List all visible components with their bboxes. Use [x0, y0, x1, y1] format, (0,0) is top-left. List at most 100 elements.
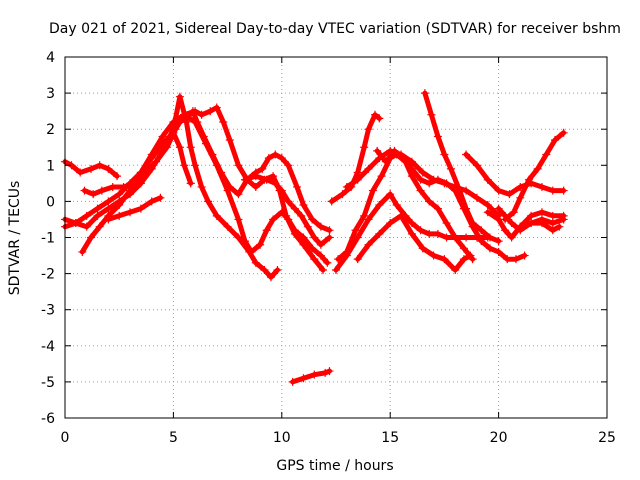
- data-point: [446, 164, 455, 173]
- data-point: [477, 226, 486, 235]
- data-point: [548, 219, 557, 228]
- data-point: [425, 179, 434, 188]
- data-point: [212, 103, 221, 112]
- data-point: [468, 219, 477, 228]
- series-s20: [501, 128, 568, 224]
- data-point: [316, 240, 325, 249]
- x-tick-label: 10: [273, 430, 291, 446]
- data-point: [234, 190, 243, 199]
- data-point: [104, 197, 113, 206]
- data-point: [180, 161, 189, 170]
- data-point: [206, 107, 215, 116]
- data-point: [89, 190, 98, 199]
- data-point: [288, 377, 297, 386]
- series-line: [502, 130, 567, 222]
- data-point: [466, 251, 475, 260]
- data-point: [420, 89, 429, 98]
- series-s6: [104, 193, 165, 224]
- series-s21: [516, 219, 564, 235]
- y-tick-label: -5: [41, 375, 55, 391]
- data-point: [418, 244, 427, 253]
- data-point: [501, 226, 510, 235]
- data-point: [455, 186, 464, 195]
- data-point: [225, 136, 234, 145]
- data-point: [256, 240, 265, 249]
- data-point: [440, 150, 449, 159]
- data-point: [433, 132, 442, 141]
- data-point: [524, 175, 533, 184]
- data-point: [353, 175, 362, 184]
- data-point: [126, 208, 135, 217]
- data-point: [503, 255, 512, 264]
- data-point: [368, 186, 377, 195]
- data-point: [416, 186, 425, 195]
- data-point: [325, 233, 334, 242]
- data-point: [542, 150, 551, 159]
- data-point: [392, 201, 401, 210]
- data-point: [559, 186, 568, 195]
- data-point: [416, 175, 425, 184]
- data-point: [390, 146, 399, 155]
- data-point: [115, 211, 124, 220]
- data-point: [225, 182, 234, 191]
- data-point: [204, 197, 213, 206]
- data-point: [334, 255, 343, 264]
- data-point: [251, 258, 260, 267]
- data-point: [509, 208, 518, 217]
- data-point: [175, 117, 184, 126]
- x-tick-label: 20: [490, 430, 508, 446]
- data-point: [262, 226, 271, 235]
- data-point: [462, 204, 471, 213]
- data-point: [425, 229, 434, 238]
- data-point: [297, 211, 306, 220]
- data-point: [494, 204, 503, 213]
- data-point: [87, 164, 96, 173]
- data-point: [284, 197, 293, 206]
- data-point: [462, 150, 471, 159]
- data-point: [407, 219, 416, 228]
- data-point: [483, 201, 492, 210]
- data-point: [371, 110, 380, 119]
- data-point: [234, 215, 243, 224]
- data-point: [483, 208, 492, 217]
- data-point: [308, 244, 317, 253]
- data-point: [277, 154, 286, 163]
- data-point: [169, 128, 178, 137]
- data-point: [537, 182, 546, 191]
- data-point: [485, 244, 494, 253]
- data-point: [375, 201, 384, 210]
- data-point: [407, 229, 416, 238]
- data-point: [459, 244, 468, 253]
- data-point: [277, 186, 286, 195]
- data-point: [494, 247, 503, 256]
- data-point: [477, 237, 486, 246]
- data-point: [427, 110, 436, 119]
- data-point: [115, 201, 124, 210]
- data-point: [108, 182, 117, 191]
- data-point: [442, 233, 451, 242]
- data-point: [353, 168, 362, 177]
- y-axis-ticks: -6 -5 -4 -3 -2 -1 0 1 2 3 4: [41, 50, 607, 427]
- data-point: [442, 179, 451, 188]
- data-point: [418, 168, 427, 177]
- data-point: [429, 251, 438, 260]
- data-point: [284, 161, 293, 170]
- data-point: [555, 222, 564, 231]
- data-point: [197, 110, 206, 119]
- x-tick-label: 25: [598, 430, 616, 446]
- data-point: [234, 161, 243, 170]
- data-point: [208, 150, 217, 159]
- data-point: [516, 222, 525, 231]
- data-point: [212, 211, 221, 220]
- data-point: [364, 164, 373, 173]
- data-point: [104, 164, 113, 173]
- data-point: [364, 125, 373, 134]
- data-point: [264, 154, 273, 163]
- data-point: [158, 132, 167, 141]
- data-point: [442, 219, 451, 228]
- data-point: [152, 157, 161, 166]
- data-point: [87, 233, 96, 242]
- data-point: [262, 175, 271, 184]
- x-axis-ticks: 0 5 10 15 20 25: [61, 57, 616, 446]
- series-s1: [61, 157, 122, 181]
